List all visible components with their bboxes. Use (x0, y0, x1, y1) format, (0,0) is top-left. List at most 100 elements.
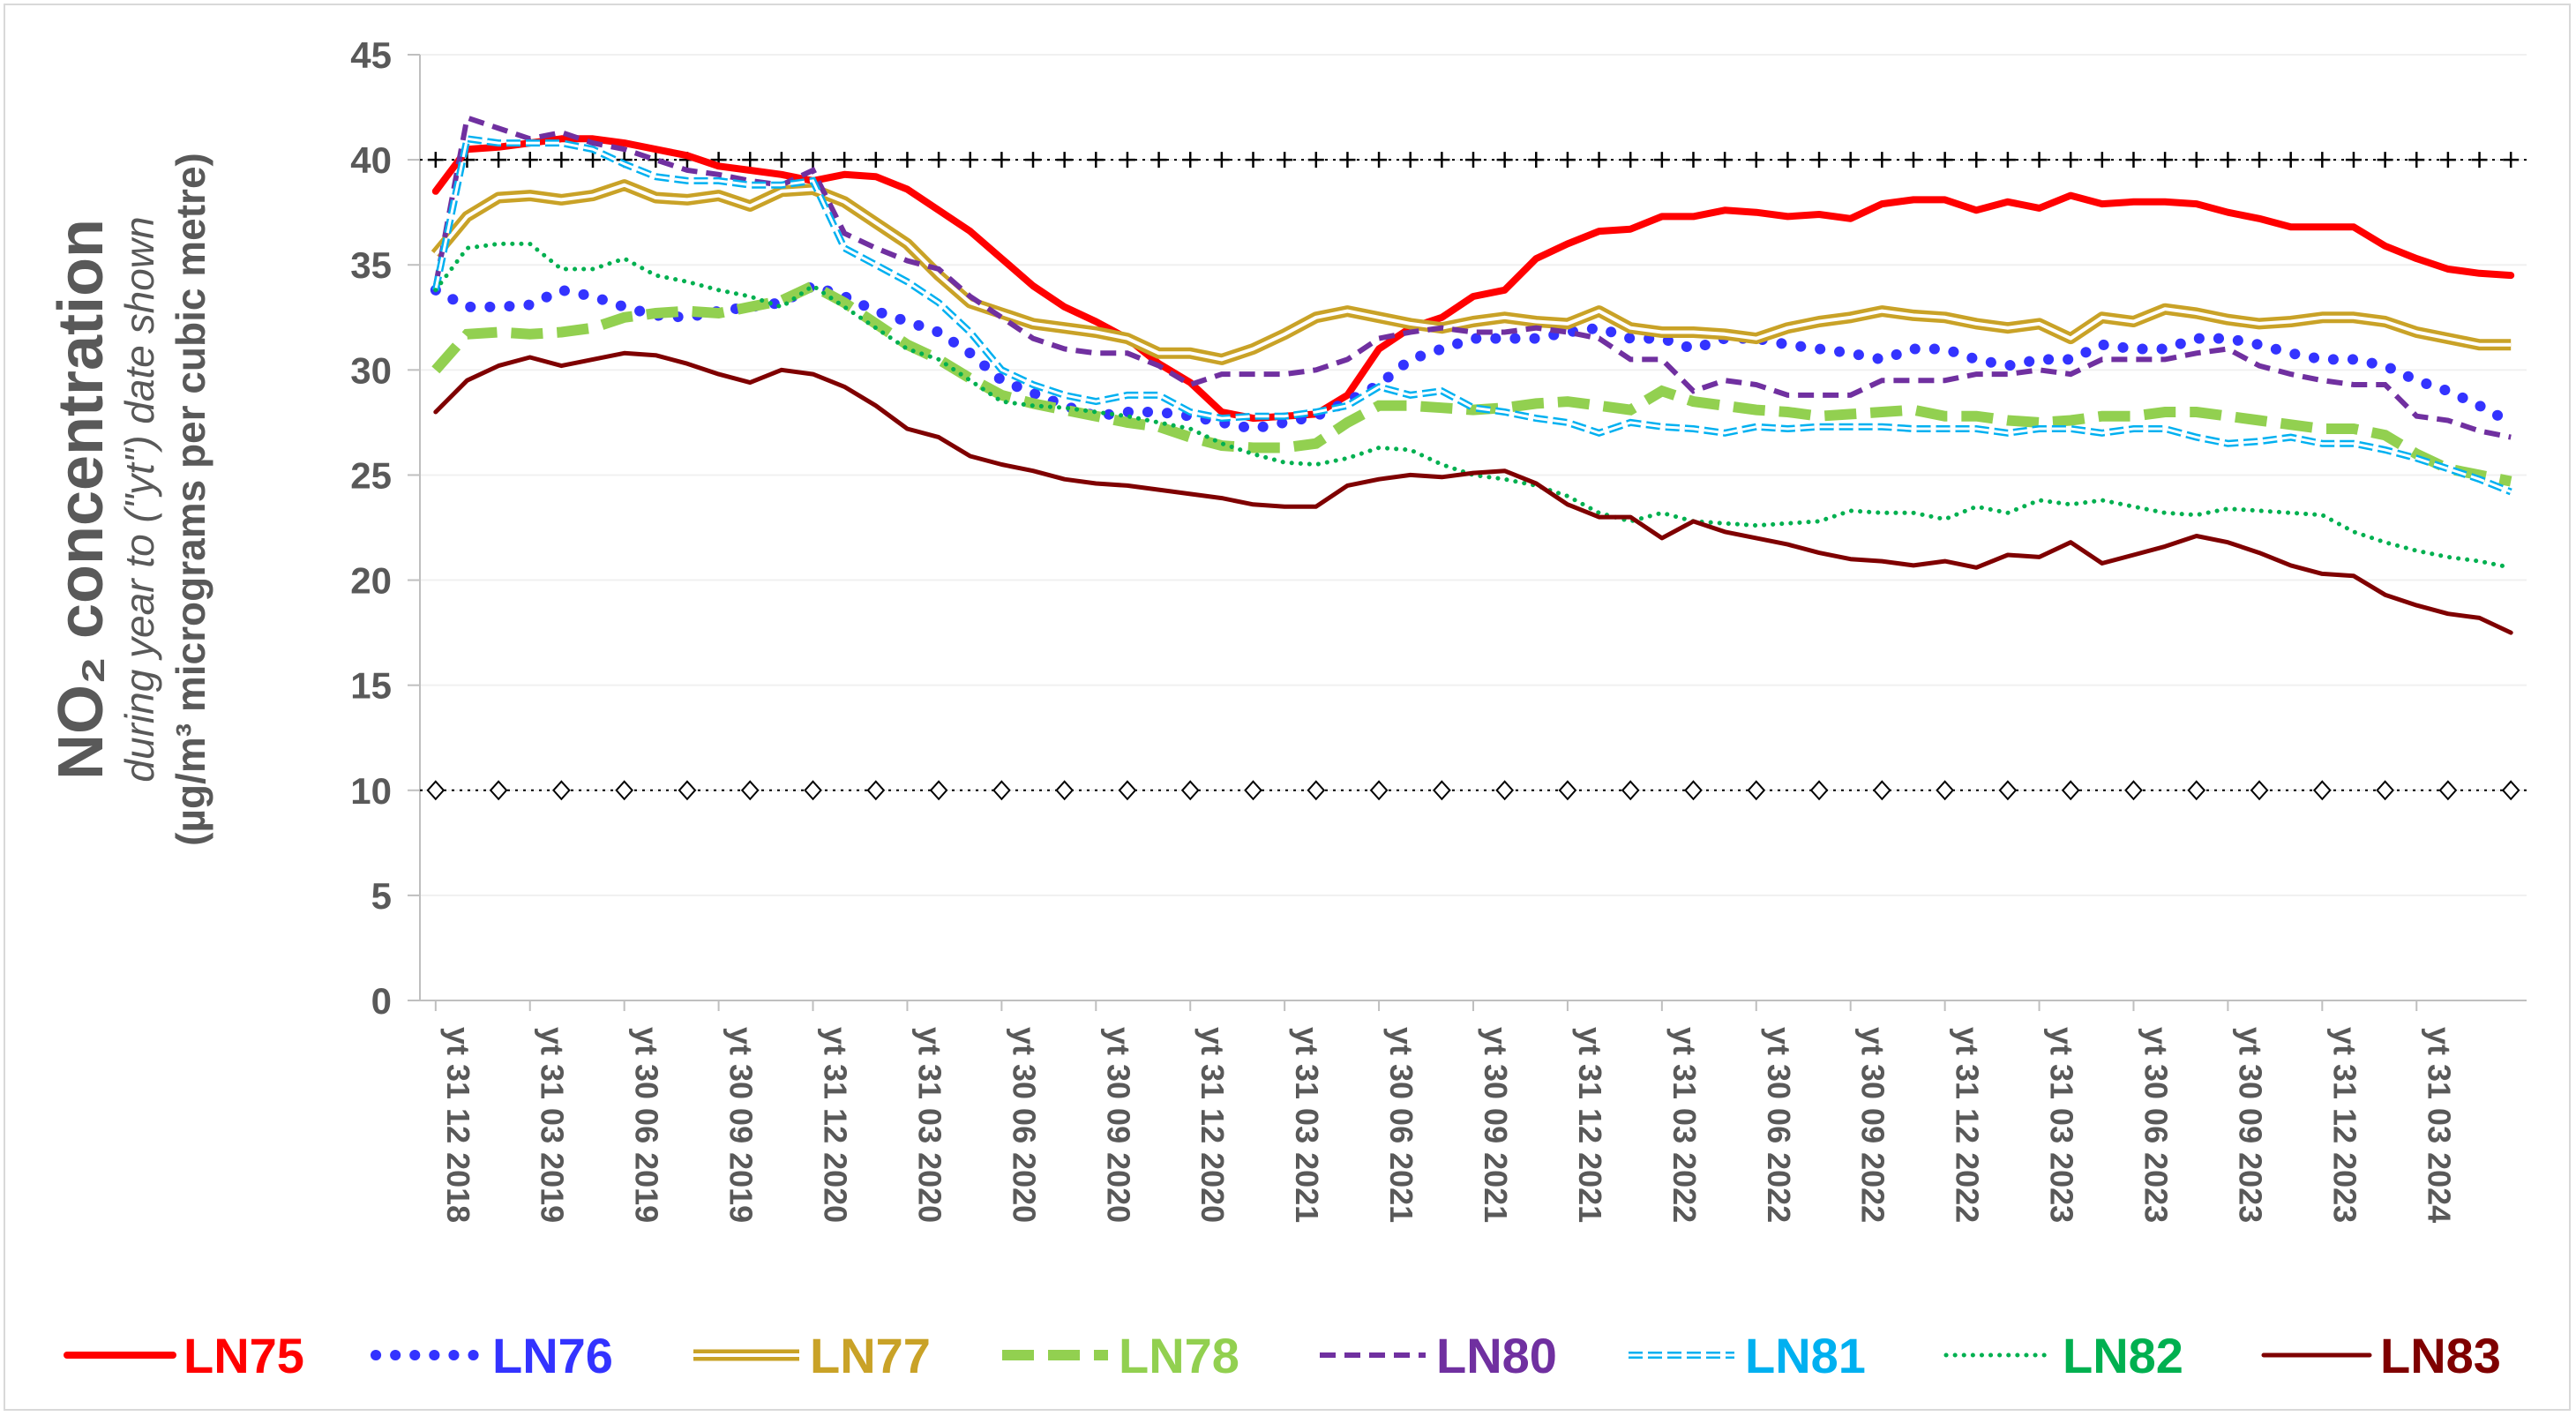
reference-marker (2061, 780, 2080, 801)
x-tick-label: yt 31 12 2023 (2326, 1027, 2363, 1223)
x-tick-label: yt 31 03 2024 (2421, 1027, 2457, 1223)
reference-marker (1999, 152, 2016, 169)
reference-marker (1118, 780, 1137, 801)
x-tick-label: yt 30 09 2022 (1855, 1027, 1891, 1223)
legend-item-ln75: LN75 (64, 1328, 304, 1383)
reference-marker (678, 780, 697, 801)
series-ln75 (431, 135, 2515, 423)
reference-marker (1213, 152, 1230, 169)
reference-marker (1653, 152, 1670, 169)
legend-item-ln83: LN83 (2261, 1328, 2501, 1383)
reference-marker (1495, 780, 1514, 801)
reference-marker (2282, 152, 2299, 169)
reference-marker (1496, 152, 1513, 169)
x-tick-label: yt 31 03 2022 (1666, 1027, 1703, 1223)
legend-label: LN80 (1436, 1328, 1557, 1383)
reference-marker (867, 152, 884, 169)
reference-marker (992, 780, 1011, 801)
reference-marker (993, 152, 1010, 169)
x-tick-label: yt 31 03 2019 (535, 1027, 571, 1223)
reference-marker (1244, 780, 1262, 801)
reference-marker (521, 152, 538, 169)
reference-marker (1056, 152, 1073, 169)
y-tick-label: 30 (350, 349, 392, 391)
reference-marker (805, 152, 821, 169)
reference-marker (2157, 152, 2174, 169)
reference-marker (2125, 152, 2142, 169)
y-tick-label: 0 (371, 980, 392, 1022)
reference-marker (2220, 152, 2236, 169)
reference-marker (2188, 152, 2205, 169)
reference-marker (899, 152, 916, 169)
x-tick-label: yt 31 12 2021 (1572, 1027, 1608, 1223)
legend-label: LN83 (2380, 1328, 2501, 1383)
reference-marker (1621, 780, 1640, 801)
legend-item-ln77: LN77 (693, 1328, 931, 1383)
reference-marker (489, 780, 508, 801)
reference-marker (1339, 152, 1356, 169)
axes (408, 54, 2527, 1011)
reference-marker (1245, 152, 1262, 169)
y-tick-label: 40 (350, 139, 392, 181)
reference-marker (2376, 780, 2394, 801)
x-tick-label: yt 30 06 2021 (1383, 1027, 1419, 1223)
chart-canvas: NO₂ concentration during year to ("yt") … (46, 34, 2527, 1383)
legend-label: LN75 (183, 1328, 304, 1383)
reference-marker (1434, 152, 1450, 169)
reference-marker (2063, 152, 2079, 169)
reference-marker (1748, 152, 1764, 169)
series-ln81 (431, 134, 2512, 496)
reference-marker (1591, 152, 1607, 169)
y-tick-label: 25 (350, 454, 392, 496)
reference-marker (1936, 780, 1954, 801)
reference-marker (740, 780, 760, 801)
y-tick-label: 5 (371, 875, 392, 917)
legend-item-ln82: LN82 (1943, 1328, 2183, 1383)
series-ln77 (431, 179, 2512, 365)
reference-marker (1842, 152, 1859, 169)
reference-marker (804, 780, 822, 801)
x-tick-label: yt 30 09 2019 (723, 1027, 760, 1223)
reference-marker (1402, 152, 1419, 169)
reference-marker (2438, 780, 2458, 801)
reference-marker (1936, 152, 1953, 169)
reference-marker (1809, 780, 1829, 801)
reference-marker (836, 152, 853, 169)
reference-marker (1088, 152, 1105, 169)
x-tick-label: yt 30 06 2023 (2138, 1027, 2174, 1223)
reference-marker (2471, 152, 2488, 169)
series-ln83 (433, 350, 2513, 635)
reference-marker (1622, 152, 1639, 169)
reference-marker (1025, 152, 1042, 169)
reference-marker (490, 152, 507, 169)
y-tick-label: 35 (350, 244, 392, 286)
reference-marker (1905, 152, 1921, 169)
legend: LN75 LN76 LN77 LN78 LN80 LN81 LN82 LN83 (64, 1328, 2501, 1383)
x-tick-label: yt 30 09 2021 (1478, 1027, 1514, 1223)
reference-marker (1811, 152, 1828, 169)
y-tick-labels: 0 5 10 15 20 25 30 35 40 45 (350, 34, 392, 1022)
x-tick-label: yt 30 09 2020 (1100, 1027, 1136, 1223)
legend-item-ln78: LN78 (1002, 1328, 1239, 1383)
y-tick-label: 10 (350, 770, 392, 812)
legend-label: LN77 (810, 1328, 931, 1383)
legend-item-ln80: LN80 (1320, 1328, 1557, 1383)
reference-marker (2124, 780, 2143, 801)
reference-marker (1277, 152, 1293, 169)
reference-marker (2503, 152, 2520, 169)
legend-label: LN82 (2063, 1328, 2183, 1383)
x-tick-label: yt 30 06 2022 (1761, 1027, 1797, 1223)
reference-marker (773, 152, 790, 169)
chart-frame: NO₂ concentration during year to ("yt") … (4, 4, 2571, 1411)
reference-marker (1747, 780, 1766, 801)
reference-marker (931, 152, 947, 169)
reference-marker (742, 152, 759, 169)
reference-marker (2439, 152, 2456, 169)
reference-marker (2312, 780, 2332, 801)
y-tick-label: 45 (350, 34, 392, 76)
y-tick-label: 15 (350, 665, 392, 707)
reference-marker (427, 152, 444, 169)
reference-marker (1684, 780, 1703, 801)
y-tick-label: 20 (350, 560, 392, 602)
reference-marker (1055, 780, 1075, 801)
